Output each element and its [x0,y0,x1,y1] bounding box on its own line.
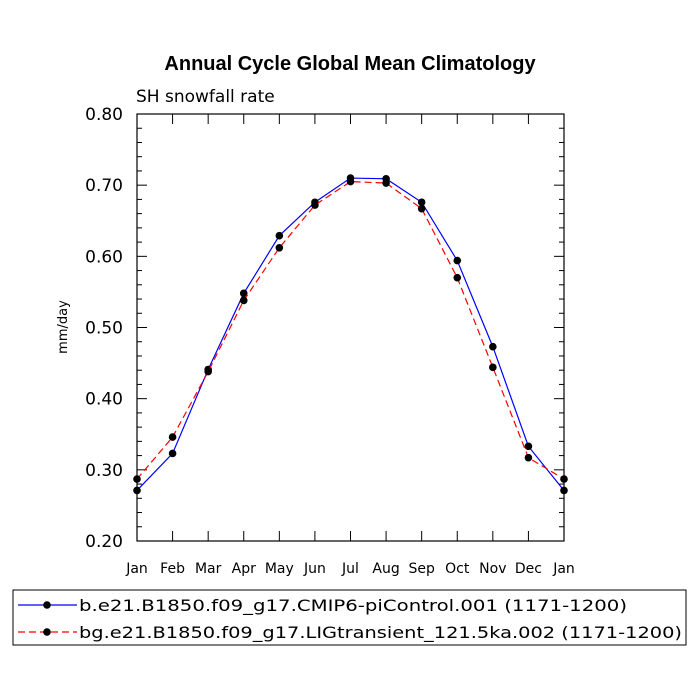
y-axis-label: mm/day [56,300,71,354]
series-2 [133,177,568,483]
legend-label-1: b.e21.B1850.f09_g17.CMIP6-piControl.001 … [79,596,627,616]
x-tick-label: Jan [552,561,575,577]
x-tick-label: Jan [125,561,148,577]
data-point [133,475,141,483]
x-tick-label: Mar [195,561,222,577]
y-tick-label: 0.60 [85,247,123,267]
y-tick-label: 0.30 [85,461,123,481]
y-tick-label: 0.50 [85,319,123,339]
legend-box [12,589,687,646]
series-1 [133,174,568,495]
legend: b.e21.B1850.f09_g17.CMIP6-piControl.001 … [12,589,687,646]
x-tick-label: Jul [341,561,359,577]
y-tick-label: 0.70 [85,176,123,196]
data-point [239,296,248,305]
y-axis: 0.20 0.30 0.40 0.50 0.60 0.70 0.80 [85,105,564,552]
x-tick-label: Feb [160,561,185,577]
data-point [560,475,568,483]
legend-label-2: bg.e21.B1850.f09_g17.LIGtransient_121.5k… [79,623,682,643]
x-tick-label: May [265,561,294,577]
x-tick-label: Apr [232,561,256,577]
data-point [453,273,462,282]
legend-marker-2 [43,628,51,636]
y-tick-label: 0.80 [85,105,123,125]
x-axis: Jan Feb Mar Apr May Jun Jul Aug Sep Oct Nov Dec Jan [125,114,575,577]
data-point [346,177,355,186]
y-tick-label: 0.20 [85,532,123,552]
x-tick-label: Aug [372,561,399,577]
x-tick-label: Oct [445,561,470,577]
data-point [204,367,212,376]
data-point [133,486,141,495]
x-tick-label: Dec [515,561,542,577]
data-point [524,442,533,451]
x-tick-label: Sep [408,561,435,577]
data-point [275,231,284,240]
data-point [417,204,426,213]
data-point [417,198,426,207]
data-point [453,256,462,265]
data-point [275,243,284,252]
series-line [136,177,565,491]
data-point [168,449,177,458]
chart-title: Annual Cycle Global Mean Climatology [164,53,536,75]
series-line [136,181,565,480]
series-group [133,174,568,495]
chart-subtitle: SH snowfall rate [136,87,275,107]
data-point [311,201,319,209]
data-point [489,363,497,372]
data-point [524,453,533,462]
x-tick-label: Nov [479,561,506,577]
data-point [382,179,390,187]
legend-marker-1 [43,601,51,609]
data-point [560,486,568,495]
data-point [489,342,497,351]
data-point [239,289,248,298]
y-tick-label: 0.40 [85,390,123,410]
data-point [168,433,177,441]
x-tick-label: Jun [303,561,326,577]
